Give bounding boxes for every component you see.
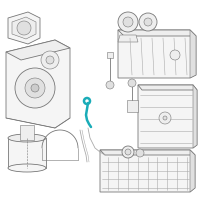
Polygon shape bbox=[100, 150, 195, 192]
Circle shape bbox=[41, 51, 59, 69]
Circle shape bbox=[144, 18, 152, 26]
Circle shape bbox=[159, 112, 171, 124]
Circle shape bbox=[25, 78, 45, 98]
Polygon shape bbox=[20, 125, 34, 140]
Circle shape bbox=[122, 146, 134, 158]
Circle shape bbox=[125, 149, 131, 155]
Polygon shape bbox=[118, 35, 138, 42]
Circle shape bbox=[106, 81, 114, 89]
Circle shape bbox=[118, 12, 138, 32]
Circle shape bbox=[170, 50, 180, 60]
Polygon shape bbox=[8, 138, 46, 168]
Circle shape bbox=[136, 149, 144, 157]
Polygon shape bbox=[118, 30, 196, 78]
Circle shape bbox=[31, 84, 39, 92]
Ellipse shape bbox=[8, 164, 46, 172]
Polygon shape bbox=[193, 85, 197, 148]
Polygon shape bbox=[127, 100, 138, 112]
Polygon shape bbox=[138, 85, 197, 90]
Circle shape bbox=[163, 116, 167, 120]
Polygon shape bbox=[118, 30, 196, 36]
Circle shape bbox=[139, 13, 157, 31]
Polygon shape bbox=[6, 40, 70, 60]
Circle shape bbox=[128, 79, 136, 87]
Polygon shape bbox=[6, 40, 70, 128]
Circle shape bbox=[15, 68, 55, 108]
Circle shape bbox=[123, 17, 133, 27]
Circle shape bbox=[17, 21, 31, 35]
Polygon shape bbox=[8, 12, 40, 44]
Polygon shape bbox=[190, 150, 195, 192]
Polygon shape bbox=[190, 30, 196, 78]
Polygon shape bbox=[107, 52, 113, 58]
Ellipse shape bbox=[8, 134, 46, 142]
Polygon shape bbox=[100, 150, 195, 155]
Circle shape bbox=[46, 56, 54, 64]
Polygon shape bbox=[12, 17, 36, 39]
Polygon shape bbox=[138, 85, 197, 148]
